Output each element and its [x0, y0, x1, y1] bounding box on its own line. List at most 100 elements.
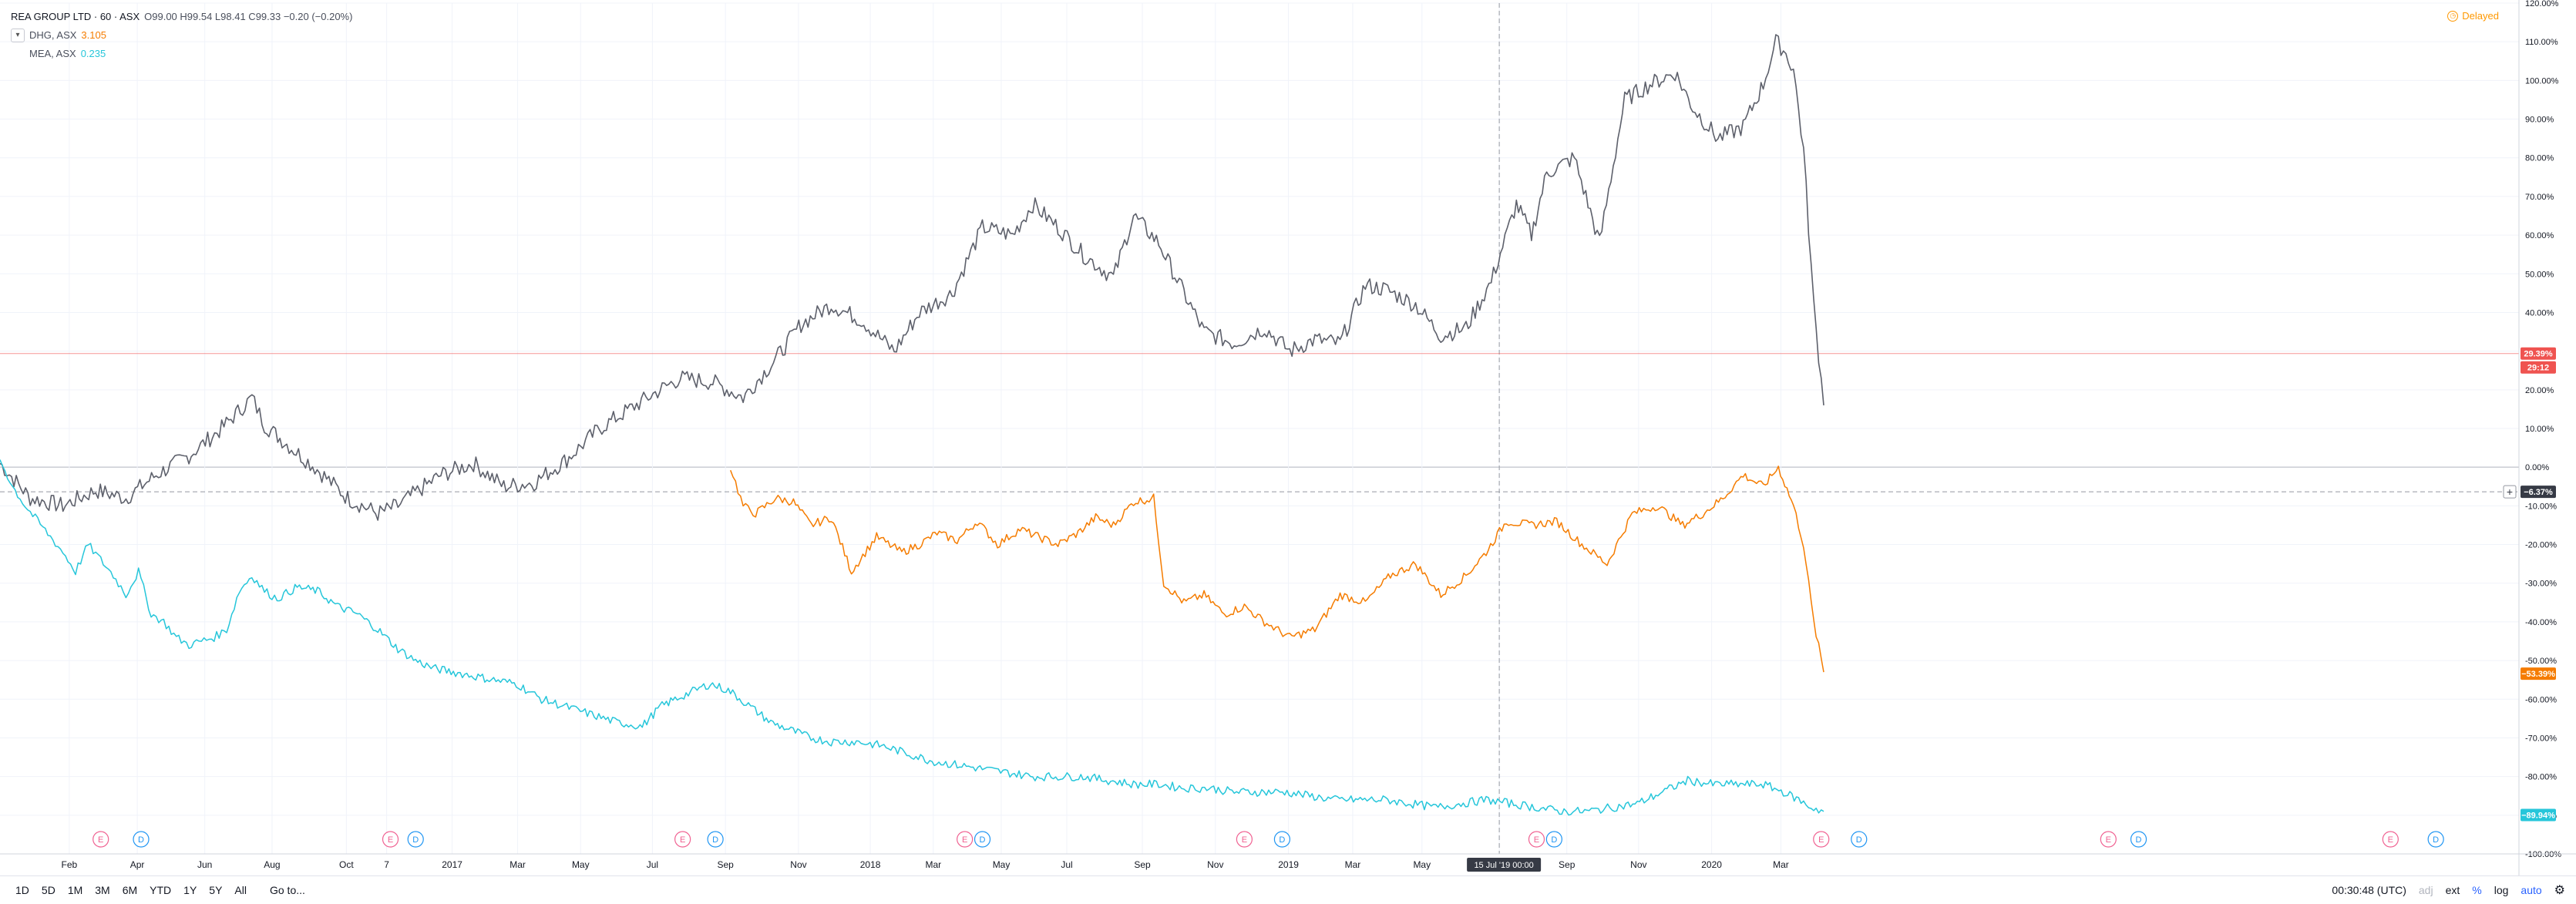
- percent-toggle[interactable]: %: [2472, 884, 2482, 896]
- dhg-last-badge: [2521, 667, 2556, 681]
- dhg-last-label: −53.39%: [2521, 670, 2555, 679]
- y-tick-label: -40.00%: [2525, 618, 2557, 627]
- range-5y-button[interactable]: 5Y: [209, 883, 223, 896]
- delayed-label: Delayed: [2462, 10, 2499, 22]
- earnings-marker-letter: E: [2388, 835, 2393, 845]
- earnings-marker-letter: E: [1242, 835, 1247, 845]
- plus-icon: +: [2507, 486, 2513, 498]
- series-line-rea: [0, 34, 1824, 521]
- ohlc-values: O99.00 H99.54 L98.41 C99.33 −0.20 (−0.20…: [144, 11, 353, 22]
- dividend-marker: [1273, 831, 1291, 848]
- x-tick-label: Aug: [264, 859, 280, 870]
- earnings-marker: [957, 831, 974, 848]
- x-tick-label: Mar: [1345, 859, 1361, 870]
- x-tick-label: Nov: [1207, 859, 1223, 870]
- dividend-marker: [974, 831, 991, 848]
- earnings-marker: [2382, 831, 2399, 848]
- dividend-marker-letter: D: [1551, 835, 1557, 845]
- log-toggle[interactable]: log: [2494, 884, 2509, 896]
- earnings-marker: [2100, 831, 2117, 848]
- dividend-marker-letter: D: [712, 835, 718, 845]
- x-tick-label: May: [993, 859, 1011, 870]
- dividend-marker-letter: D: [1279, 835, 1285, 845]
- range-1y-button[interactable]: 1Y: [183, 883, 197, 896]
- x-tick-label: 2017: [442, 859, 462, 870]
- range-1d-button[interactable]: 1D: [15, 883, 29, 896]
- compare-symbol-dhg[interactable]: DHG, ASX: [29, 29, 77, 41]
- range-all-button[interactable]: All: [234, 883, 247, 896]
- main-symbol-title[interactable]: REA GROUP LTD · 60 · ASX: [11, 11, 140, 22]
- y-tick-label: -30.00%: [2525, 580, 2557, 589]
- range-selector: 1D 5D 1M 3M 6M YTD 1Y 5Y All: [0, 884, 253, 896]
- dividend-marker: [407, 831, 424, 848]
- range-ytd-button[interactable]: YTD: [150, 883, 172, 896]
- y-tick-label: -10.00%: [2525, 502, 2557, 511]
- series-line-mea: [0, 459, 1824, 816]
- earnings-marker-letter: E: [1818, 835, 1824, 845]
- delayed-indicator[interactable]: ◷ Delayed: [2447, 10, 2499, 22]
- dividend-marker: [2130, 831, 2147, 848]
- dividend-marker-letter: D: [1856, 835, 1862, 845]
- compare-symbol-mea[interactable]: MEA, ASX: [29, 48, 76, 59]
- earnings-marker-letter: E: [98, 835, 103, 845]
- earnings-marker: [1528, 831, 1545, 848]
- compare-legend-row-mea[interactable]: MEA, ASX 0.235: [11, 45, 352, 63]
- y-tick-label: 20.00%: [2525, 386, 2554, 395]
- right-tools: 00:30:48 (UTC) adj ext % log auto ⚙: [2332, 876, 2565, 904]
- y-tick-label: 70.00%: [2525, 193, 2554, 202]
- x-tick-label: Oct: [339, 859, 354, 870]
- y-tick-label: 60.00%: [2525, 231, 2554, 240]
- earnings-marker: [382, 831, 399, 848]
- ext-toggle[interactable]: ext: [2445, 884, 2460, 896]
- rea-countdown-badge: [2521, 361, 2556, 374]
- y-tick-label: 110.00%: [2525, 38, 2558, 47]
- adj-toggle[interactable]: adj: [2418, 884, 2433, 896]
- utc-clock[interactable]: 00:30:48 (UTC): [2332, 884, 2406, 896]
- dividend-marker: [1545, 831, 1562, 848]
- y-tick-label: -80.00%: [2525, 773, 2557, 782]
- earnings-marker-letter: E: [2106, 835, 2111, 845]
- earnings-marker: [1813, 831, 1830, 848]
- y-tick-label: 50.00%: [2525, 270, 2554, 279]
- main-legend-row[interactable]: REA GROUP LTD · 60 · ASX O99.00 H99.54 L…: [11, 8, 352, 26]
- mea-last-badge: [2521, 808, 2556, 822]
- x-tick-label: 2019: [1278, 859, 1299, 870]
- earnings-marker: [1236, 831, 1253, 848]
- y-tick-label: -100.00%: [2525, 850, 2561, 859]
- range-6m-button[interactable]: 6M: [122, 883, 138, 896]
- compare-legend-row-dhg[interactable]: ▾ DHG, ASX 3.105: [11, 26, 352, 45]
- dividend-marker-letter: D: [2433, 835, 2439, 845]
- crosshair-time-badge: [1467, 858, 1542, 872]
- x-tick-label: May: [1413, 859, 1431, 870]
- x-tick-label: Sep: [1134, 859, 1151, 870]
- y-tick-label: 0.00%: [2525, 463, 2549, 472]
- bottom-toolbar: 1D 5D 1M 3M 6M YTD 1Y 5Y All Go to... 00…: [0, 875, 2576, 903]
- dividend-marker-letter: D: [2136, 835, 2142, 845]
- x-tick-label: Apr: [130, 859, 145, 870]
- crosshair-plus-box: [2503, 485, 2517, 499]
- y-tick-label: -50.00%: [2525, 657, 2557, 666]
- range-1m-button[interactable]: 1M: [67, 883, 83, 896]
- x-tick-label: Feb: [62, 859, 78, 870]
- series-layer: [0, 34, 1824, 816]
- time-axis: Feb Apr Jun Aug Oct 7 2017 Mar May Jul Sep Nov 2018 M…: [62, 858, 1789, 872]
- compare-value-dhg: 3.105: [81, 29, 106, 41]
- gear-icon[interactable]: ⚙: [2554, 884, 2565, 897]
- dividend-marker-letter: D: [412, 835, 419, 845]
- earnings-marker-letter: E: [680, 835, 685, 845]
- y-tick-label: 100.00%: [2525, 76, 2559, 86]
- goto-button[interactable]: Go to...: [269, 883, 305, 896]
- series-line-dhg: [729, 465, 1824, 673]
- x-tick-label: Mar: [509, 859, 526, 870]
- x-tick-label: 7: [384, 859, 389, 870]
- range-5d-button[interactable]: 5D: [41, 883, 55, 896]
- price-chart[interactable]: E D E D E D E D E D E D E D E D E D 120.00% 110.00% 100.00%…: [0, 0, 2576, 875]
- price-labels: 29.39% 29:12 −53.39% −89.94% −6.37% +: [2503, 347, 2556, 822]
- y-tick-label: 10.00%: [2525, 425, 2554, 434]
- auto-toggle[interactable]: auto: [2521, 884, 2542, 896]
- y-tick-label: 40.00%: [2525, 308, 2554, 318]
- range-3m-button[interactable]: 3M: [95, 883, 110, 896]
- crosshair-time-label: 15 Jul '19 00:00: [1474, 861, 1533, 870]
- chevron-down-icon[interactable]: ▾: [11, 29, 25, 42]
